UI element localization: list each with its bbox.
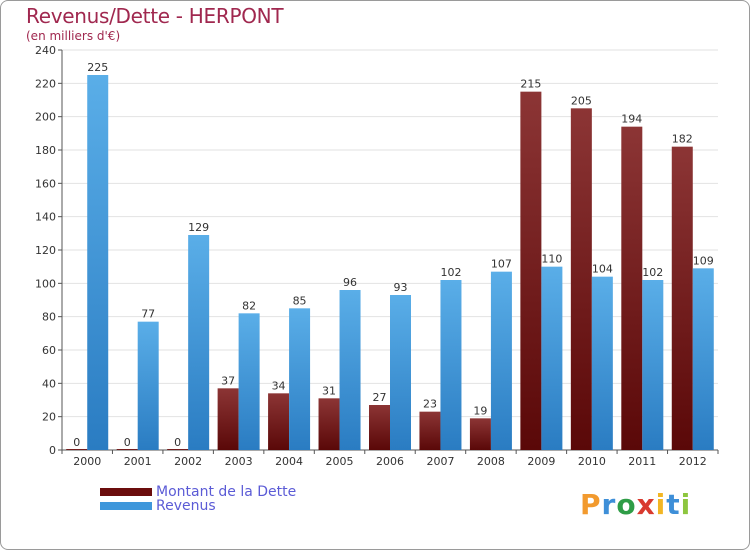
bar-debt (116, 449, 138, 450)
y-tick-label: 240 (35, 44, 56, 57)
data-label-debt: 31 (322, 384, 336, 397)
x-tick-label: 2008 (477, 455, 505, 468)
data-label-revenue: 82 (242, 299, 256, 312)
logo-letter: t (666, 488, 681, 521)
y-tick-label: 100 (35, 277, 56, 290)
data-label-revenue: 77 (141, 308, 155, 321)
x-tick-label: 2007 (426, 455, 454, 468)
y-tick-label: 140 (35, 211, 56, 224)
chart-title: Revenus/Dette - HERPONT (26, 4, 284, 28)
bar-debt (671, 146, 693, 450)
logo-letter: i (680, 488, 692, 521)
y-tick-label: 60 (42, 344, 56, 357)
bar-revenue (137, 321, 159, 450)
data-label-debt: 205 (571, 94, 592, 107)
y-tick-label: 180 (35, 144, 56, 157)
bar-revenue (188, 235, 210, 450)
x-tick-label: 2003 (225, 455, 253, 468)
x-tick-label: 2005 (326, 455, 354, 468)
logo-letter: x (636, 488, 656, 521)
proxiti-logo: Proxiti (580, 488, 691, 521)
data-label-revenue: 85 (293, 294, 307, 307)
legend-label-revenue: Revenus (156, 498, 216, 514)
y-tick-label: 0 (49, 444, 56, 457)
logo-letter: i (655, 488, 667, 521)
bar-debt (268, 393, 290, 450)
bar-revenue (87, 75, 109, 450)
data-label-debt: 19 (473, 404, 487, 417)
data-label-debt: 182 (672, 133, 693, 146)
logo-letter: r (601, 488, 617, 521)
data-label-debt: 0 (124, 436, 131, 449)
data-label-revenue: 96 (343, 276, 357, 289)
bar-debt (419, 411, 441, 450)
bar-debt (66, 449, 88, 450)
bar-revenue (541, 266, 563, 450)
bar-debt (167, 449, 189, 450)
y-tick-label: 20 (42, 411, 56, 424)
x-tick-label: 2000 (73, 455, 101, 468)
bar-revenue (642, 280, 664, 450)
bar-debt (469, 418, 491, 450)
legend-swatch-debt (100, 488, 152, 496)
y-tick-label: 40 (42, 377, 56, 390)
bar-revenue (339, 290, 361, 450)
data-label-debt: 34 (272, 379, 286, 392)
data-label-debt: 0 (174, 436, 181, 449)
x-tick-label: 2009 (527, 455, 555, 468)
x-tick-label: 2004 (275, 455, 303, 468)
logo-letter: P (580, 488, 602, 521)
chart-subtitle: (en milliers d'€) (26, 29, 121, 43)
bar-revenue (490, 271, 512, 450)
x-tick-label: 2001 (124, 455, 152, 468)
bar-revenue (692, 268, 714, 450)
bar-debt (217, 388, 239, 450)
bar-debt (570, 108, 592, 450)
bar-debt (621, 126, 643, 451)
data-label-revenue: 104 (592, 263, 613, 276)
bar-revenue (591, 276, 613, 450)
bar-debt (318, 398, 340, 450)
legend-swatch-revenue (100, 502, 152, 510)
data-label-revenue: 102 (642, 266, 663, 279)
data-label-debt: 37 (221, 374, 235, 387)
data-label-revenue: 225 (87, 61, 108, 74)
data-label-revenue: 109 (693, 254, 714, 267)
data-label-debt: 215 (520, 78, 541, 91)
data-label-debt: 0 (73, 436, 80, 449)
x-tick-label: 2011 (628, 455, 656, 468)
y-tick-label: 160 (35, 177, 56, 190)
data-label-revenue: 93 (394, 281, 408, 294)
x-tick-label: 2010 (578, 455, 606, 468)
bar-revenue (289, 308, 311, 450)
data-label-debt: 194 (621, 113, 642, 126)
bar-revenue (390, 295, 411, 450)
y-tick-label: 200 (35, 111, 56, 124)
bar-revenue (440, 280, 462, 450)
x-tick-label: 2002 (174, 455, 202, 468)
x-tick-label: 2012 (679, 455, 707, 468)
data-label-debt: 27 (373, 391, 387, 404)
data-label-revenue: 110 (541, 253, 562, 266)
y-tick-label: 80 (42, 311, 56, 324)
data-label-revenue: 107 (491, 258, 512, 271)
y-tick-label: 120 (35, 244, 56, 257)
logo-letter: o (616, 488, 637, 521)
data-label-revenue: 129 (188, 221, 209, 234)
data-label-revenue: 102 (440, 266, 461, 279)
data-label-debt: 23 (423, 398, 437, 411)
y-tick-label: 220 (35, 77, 56, 90)
bar-revenue (238, 313, 260, 450)
x-tick-label: 2006 (376, 455, 404, 468)
bar-debt (369, 405, 390, 450)
bar-debt (520, 91, 542, 451)
legend-label-debt: Montant de la Dette (156, 484, 297, 500)
